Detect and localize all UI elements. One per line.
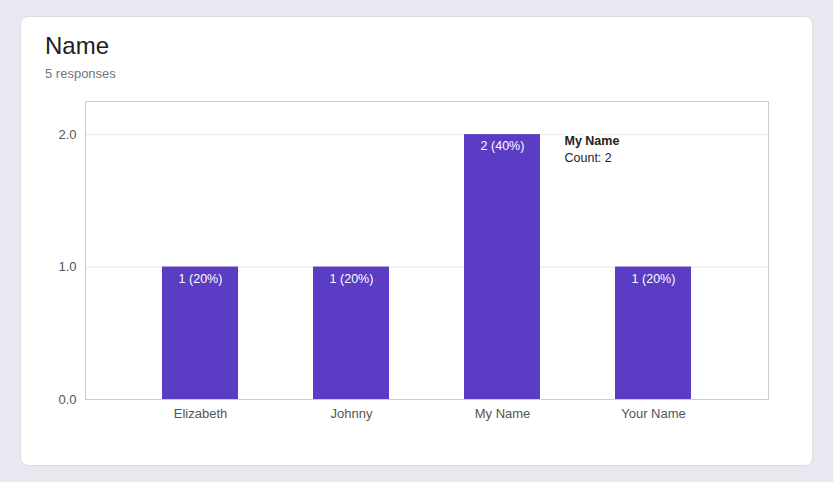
svg-text:Count: 2: Count: 2	[565, 151, 612, 165]
html-text:5 responses: 5 responses	[45, 66, 116, 81]
svg-text:1 (20%): 1 (20%)	[330, 272, 374, 286]
svg-text:Johnny: Johnny	[331, 406, 373, 421]
svg-text:My Name: My Name	[565, 134, 620, 148]
svg-text:Elizabeth: Elizabeth	[174, 406, 227, 421]
svg-text:2 (40%): 2 (40%)	[481, 139, 525, 153]
html-text:Name: Name	[45, 32, 109, 59]
svg-text:My Name: My Name	[475, 406, 531, 421]
svg-text:Your Name: Your Name	[621, 406, 686, 421]
svg-text:1 (20%): 1 (20%)	[632, 272, 676, 286]
svg-text:0.0: 0.0	[58, 392, 76, 407]
svg-text:1 (20%): 1 (20%)	[179, 272, 223, 286]
svg-text:1.0: 1.0	[58, 259, 76, 274]
svg-text:2.0: 2.0	[58, 127, 76, 142]
